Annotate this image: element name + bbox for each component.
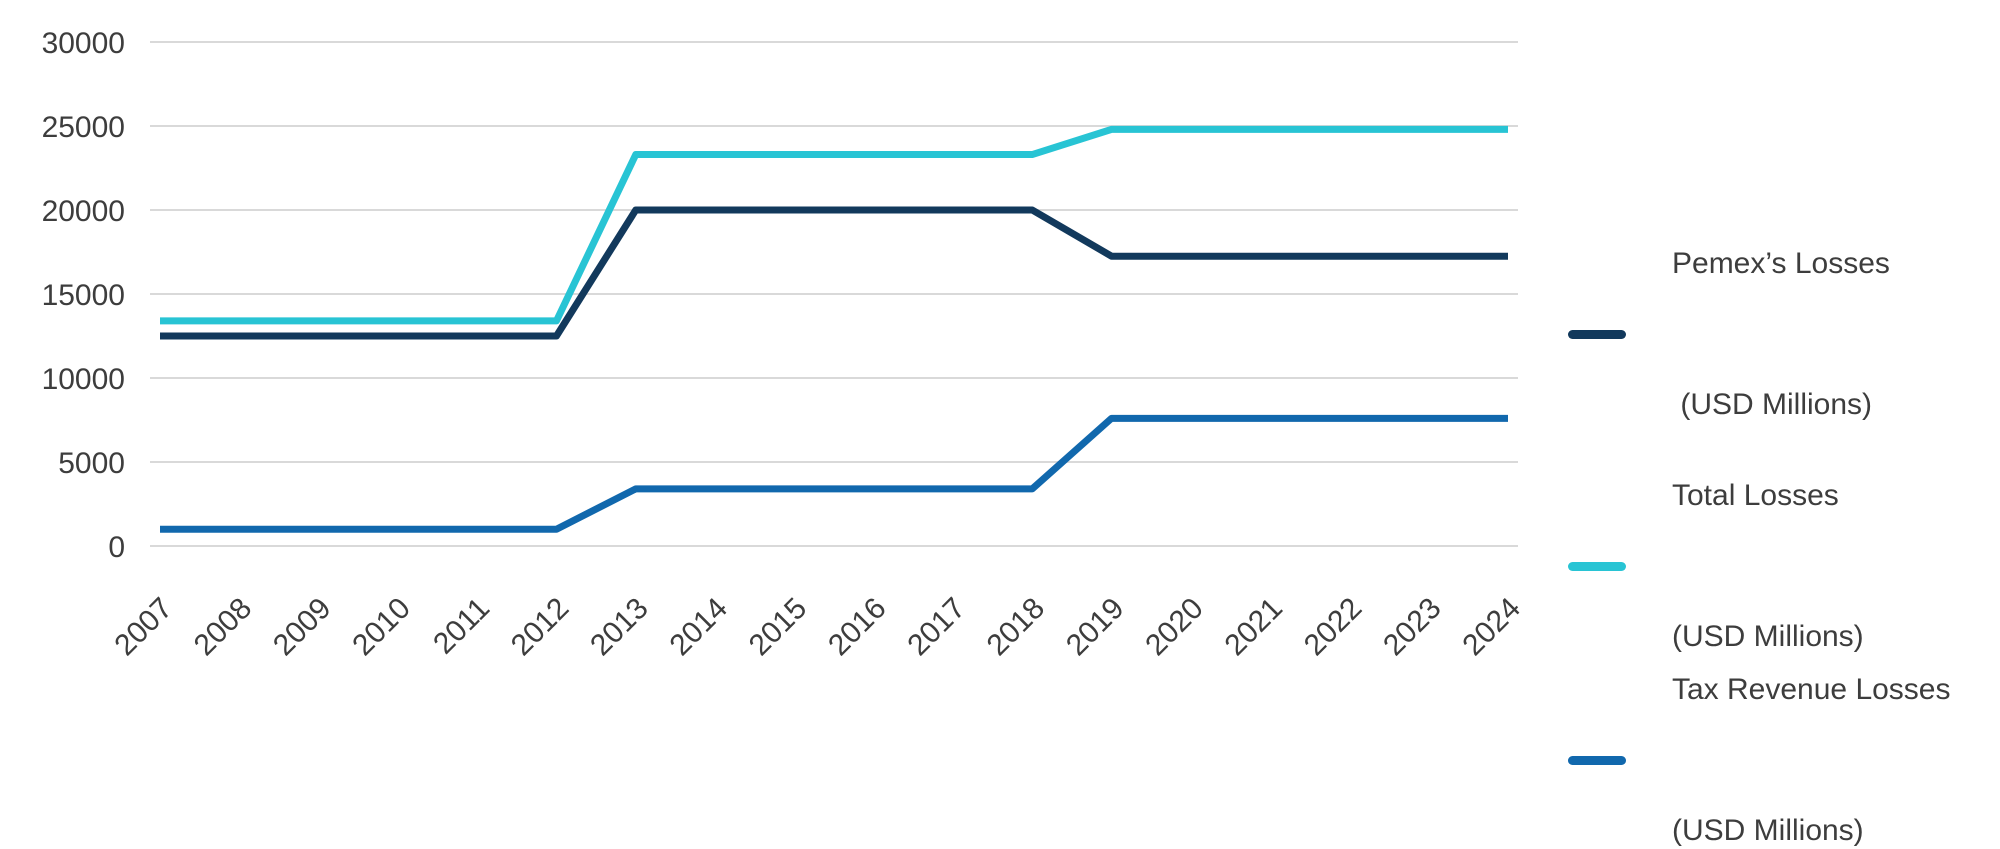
x-axis-tick-label: 2013 (584, 592, 655, 663)
x-axis-tick-label: 2016 (822, 592, 893, 663)
x-axis-tick-label: 2011 (427, 592, 496, 661)
series-line-total-losses (160, 125, 1508, 325)
legend-label-line: (USD Millions) (1672, 814, 1864, 847)
x-axis-tick-label: 2010 (346, 592, 417, 663)
x-axis-tick-label: 2021 (1219, 592, 1290, 663)
legend-label-pemexs-losses: Pemex’s Losses (USD Millions) (1672, 146, 1890, 522)
legend-label-line: Pemex’s Losses (1672, 247, 1890, 280)
x-axis-tick-label: 2012 (505, 592, 576, 663)
legend-label-total-losses: Total Losses (USD Millions) (1672, 378, 1864, 754)
x-axis-tick-label: 2023 (1377, 592, 1448, 663)
x-axis-tick-label: 2014 (663, 592, 734, 663)
x-axis-tick-label: 2008 (188, 592, 259, 663)
legend-label-line: Tax Revenue Losses (1672, 673, 1951, 706)
legend-label-line: (USD Millions) (1672, 388, 1873, 421)
y-axis-tick-label: 0 (108, 531, 125, 564)
legend-swatch-total-losses (1568, 561, 1626, 571)
legend-item-tax-revenue-losses: Tax Revenue Losses (USD Millions) (1568, 572, 1951, 849)
legend-swatch-pemexs-losses (1568, 329, 1626, 339)
x-axis-tick-label: 2018 (981, 592, 1052, 663)
y-axis-tick-label: 15000 (42, 279, 125, 312)
y-axis-tick-label: 25000 (42, 111, 125, 144)
chart-legend: Pemex’s Losses (USD Millions) Total Loss… (1568, 0, 1988, 849)
x-axis-tick-label: 2017 (901, 592, 972, 663)
x-axis-tick-label: 2007 (108, 592, 179, 663)
y-axis-tick-label: 5000 (58, 447, 125, 480)
x-axis-tick-label: 2024 (1456, 592, 1527, 663)
x-axis-tick-label: 2015 (743, 592, 814, 663)
legend-label-line: (USD Millions) (1672, 620, 1864, 653)
legend-item-pemexs-losses: Pemex’s Losses (USD Millions) (1568, 146, 1890, 522)
y-axis-tick-label: 20000 (42, 195, 125, 228)
y-axis-tick-label: 30000 (42, 27, 125, 60)
legend-swatch-tax-revenue-losses (1568, 755, 1626, 765)
series-line-tax-revenue-losses (160, 414, 1508, 533)
legend-label-tax-revenue-losses: Tax Revenue Losses (USD Millions) (1672, 572, 1951, 849)
y-axis-tick-label: 10000 (42, 363, 125, 396)
x-axis-tick-label: 2019 (1060, 592, 1131, 663)
legend-label-line: Total Losses (1672, 479, 1839, 512)
series-line-pemexs-losses (160, 206, 1508, 340)
x-axis-tick-label: 2009 (267, 592, 338, 663)
x-axis-tick-label: 2022 (1298, 592, 1369, 663)
x-axis-tick-label: 2020 (1139, 592, 1210, 663)
legend-item-total-losses: Total Losses (USD Millions) (1568, 378, 1864, 754)
